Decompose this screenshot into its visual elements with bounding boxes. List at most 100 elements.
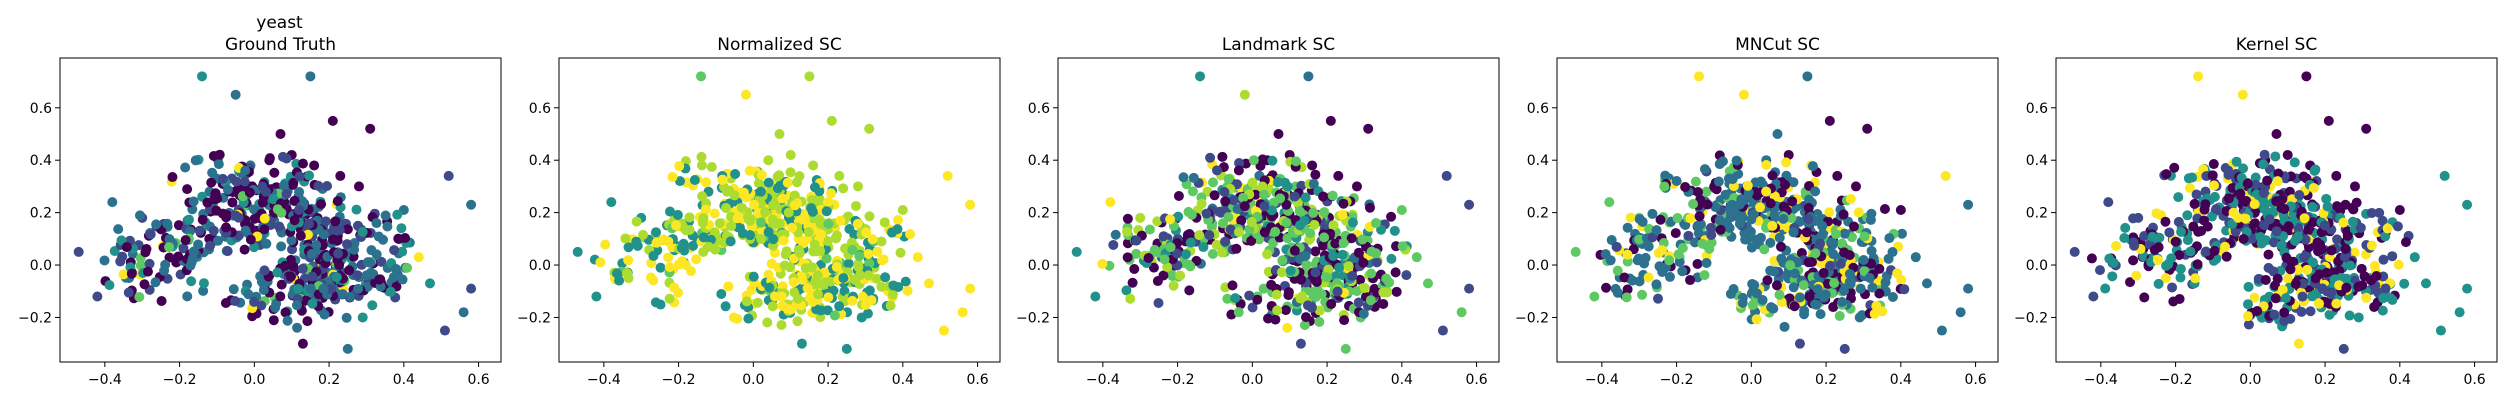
data-point	[2231, 156, 2242, 167]
data-point	[1258, 283, 1269, 294]
data-point	[1794, 338, 1805, 349]
data-point	[846, 237, 857, 248]
data-point	[1355, 274, 1366, 285]
data-point	[1314, 305, 1325, 316]
data-point	[1244, 290, 1255, 301]
data-point	[289, 215, 300, 226]
data-point	[1129, 263, 1140, 274]
data-point	[1337, 209, 1348, 220]
data-point	[2293, 231, 2304, 242]
data-point	[1173, 191, 1184, 202]
x-tick-label: −0.2	[1660, 372, 1694, 388]
data-point	[2100, 283, 2111, 294]
y-tick-label: −0.2	[1515, 310, 1549, 326]
data-point	[2296, 306, 2307, 317]
data-point	[768, 234, 779, 245]
y-tick-label: 0.6	[30, 101, 52, 117]
data-point	[2303, 242, 2314, 253]
data-point	[806, 195, 817, 206]
data-point	[877, 255, 888, 266]
data-point	[2378, 254, 2389, 265]
data-point	[885, 300, 896, 311]
data-point	[327, 115, 338, 126]
data-point	[439, 325, 450, 336]
data-point	[780, 249, 791, 260]
data-point	[270, 302, 281, 313]
data-point	[294, 171, 305, 182]
data-point	[1671, 175, 1682, 186]
axes-frame	[1057, 57, 1500, 363]
data-point	[295, 230, 306, 241]
data-point	[1774, 289, 1785, 300]
data-point	[1963, 283, 1974, 294]
data-point	[424, 278, 435, 289]
data-point	[1233, 165, 1244, 176]
x-tick-label: 0.6	[467, 372, 489, 388]
data-point	[645, 272, 656, 283]
data-point	[1358, 308, 1369, 319]
data-point	[325, 283, 336, 294]
x-tick-label: 0.0	[243, 372, 265, 388]
data-point	[1188, 172, 1199, 183]
data-point	[2169, 162, 2180, 173]
data-point	[116, 235, 127, 246]
data-point	[1144, 224, 1155, 235]
data-point	[803, 227, 814, 238]
data-point	[2307, 201, 2318, 212]
data-point	[198, 278, 209, 289]
data-point	[2107, 271, 2118, 282]
data-point	[2128, 255, 2139, 266]
data-point	[1326, 299, 1337, 310]
data-point	[178, 243, 189, 254]
data-point	[123, 287, 134, 298]
data-point	[1699, 270, 1710, 281]
data-point	[1955, 307, 1966, 318]
data-point	[671, 220, 681, 231]
data-point	[2200, 246, 2211, 257]
data-point	[2188, 221, 2199, 232]
data-point	[1204, 230, 1215, 241]
data-point	[1097, 258, 1108, 269]
data-point	[1090, 291, 1101, 302]
data-point	[1694, 211, 1705, 222]
data-point	[344, 265, 355, 276]
data-point	[760, 207, 771, 218]
data-point	[1131, 235, 1142, 246]
data-point	[1786, 212, 1797, 223]
data-point	[1358, 257, 1369, 268]
data-point	[2271, 129, 2282, 139]
data-point	[1386, 253, 1397, 264]
data-point	[268, 315, 279, 326]
data-point	[1198, 242, 1209, 253]
data-point	[2301, 71, 2312, 82]
data-point	[1295, 293, 1306, 304]
axes-frame	[2055, 57, 2498, 363]
data-point	[1877, 306, 1888, 317]
data-point	[1233, 226, 1244, 237]
data-point	[1803, 213, 1814, 224]
data-point	[2260, 274, 2271, 285]
data-point	[709, 227, 720, 238]
data-point	[1757, 294, 1768, 305]
data-point	[623, 255, 634, 266]
data-point	[294, 204, 305, 215]
data-point	[2326, 287, 2337, 298]
data-point	[1320, 272, 1331, 283]
data-point	[1325, 115, 1336, 126]
data-point	[1230, 293, 1241, 304]
data-point	[1289, 191, 1300, 202]
data-point	[900, 276, 911, 287]
data-point	[1180, 249, 1191, 260]
data-point	[2271, 226, 2282, 237]
data-point	[872, 273, 882, 284]
data-point	[276, 241, 287, 252]
data-point	[620, 233, 631, 244]
dense-cloud	[2086, 149, 2414, 332]
data-point	[230, 296, 241, 307]
x-tick-label: −0.4	[1585, 372, 1619, 388]
data-point	[1812, 284, 1823, 295]
data-point	[1766, 302, 1777, 313]
data-point	[1815, 309, 1826, 320]
data-point	[2357, 280, 2368, 291]
data-point	[162, 273, 173, 284]
